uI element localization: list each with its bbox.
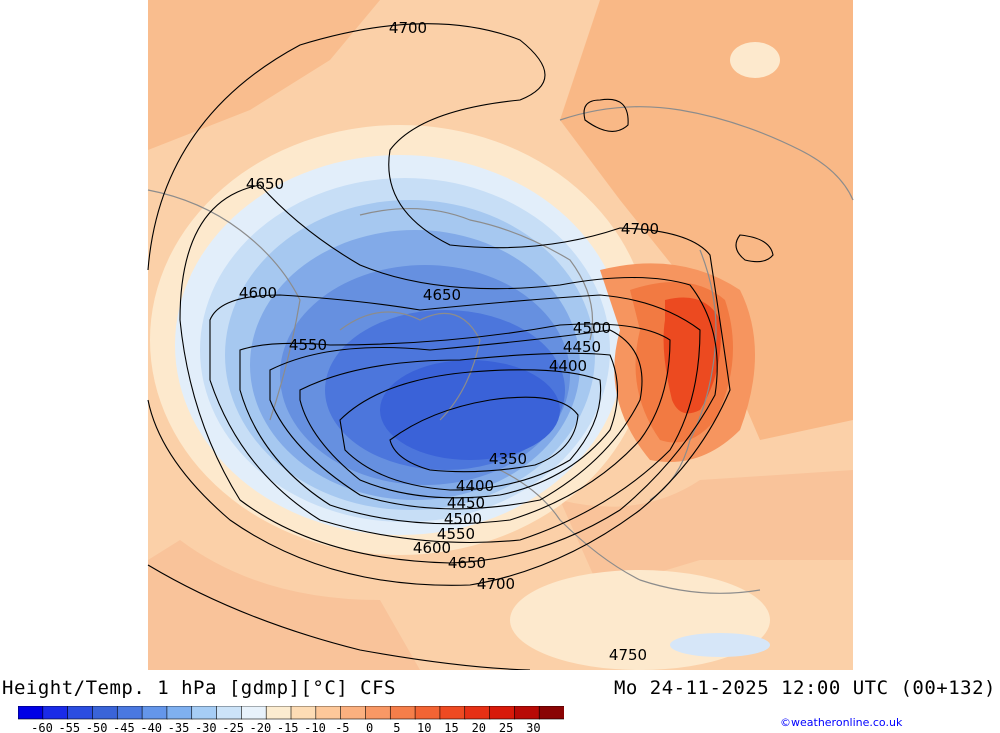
- colorbar-swatch: [141, 706, 168, 720]
- colorbar-swatch: [315, 706, 342, 720]
- colorbar-swatch: [67, 706, 94, 720]
- valid-time: Mo 24-11-2025 12:00 UTC (00+132): [613, 677, 996, 699]
- colorbar-tick-label: -30: [195, 721, 217, 733]
- colorbar-swatch: [265, 706, 292, 720]
- colorbar-swatch: [489, 706, 516, 720]
- contour-label: 4500: [444, 510, 482, 528]
- contour-labels: 4700 4650 4700 4600 4650 4500 4550 4450 …: [239, 19, 659, 664]
- colorbar-tick-label: -50: [86, 721, 108, 733]
- contour-label: 4550: [289, 336, 327, 354]
- contour-label: 4600: [239, 284, 277, 302]
- colorbar-tick-label: 10: [417, 721, 431, 733]
- contour-label: 4750: [609, 646, 647, 664]
- colorbar-swatch: [216, 706, 243, 720]
- colorbar-swatch: [116, 706, 143, 720]
- colorbar-swatch: [166, 706, 193, 720]
- contour-label: 4650: [246, 175, 284, 193]
- colorbar-swatch: [464, 706, 491, 720]
- colorbar-tick-label: -60: [31, 721, 53, 733]
- color-scale-legend: -60 -55 -50 -45 -40 -35 -30 -25 -20 -15 -10 -5 0 5 10 1…: [18, 706, 564, 733]
- contour-label: 4550: [437, 525, 475, 543]
- colorbar-tick-label: 15: [444, 721, 458, 733]
- colorbar-swatch: [92, 706, 119, 720]
- colorbar-tick-label: -25: [222, 721, 244, 733]
- contour-label: 4400: [456, 477, 494, 495]
- colorbar-swatch: [241, 706, 267, 720]
- colorbar-tick-label: 0: [366, 721, 373, 733]
- colorbar-tick-label: -10: [304, 721, 326, 733]
- credit-link[interactable]: ©weatheronline.co.uk: [780, 716, 903, 729]
- colorbar-tick-label: -5: [335, 721, 349, 733]
- contour-label: 4650: [423, 286, 461, 304]
- colorbar-swatch: [414, 706, 441, 720]
- colorbar-swatch: [365, 706, 392, 720]
- height-contours: [147, 23, 774, 670]
- colorbar-swatch: [340, 706, 367, 720]
- colorbar-tick-label: -15: [277, 721, 299, 733]
- contour-label: 4500: [573, 319, 611, 337]
- colorbar-swatch: [42, 706, 69, 720]
- colorbar-swatch: [191, 706, 218, 720]
- colorbar-swatch: [514, 706, 540, 720]
- map-title: Height/Temp. 1 hPa [gdmp][°C] CFS: [2, 677, 396, 699]
- colorbar-swatch: [538, 706, 564, 720]
- colorbar-swatch: [389, 706, 416, 720]
- temperature-field: [148, 0, 853, 670]
- coastlines: [147, 106, 854, 594]
- colorbar-swatch: [439, 706, 466, 720]
- colorbar-tick-label: 20: [472, 721, 486, 733]
- weather-map: 4700 4650 4700 4600 4650 4500 4550 4450 …: [147, 0, 854, 670]
- colorbar-tick-label: -45: [113, 721, 135, 733]
- contour-label: 4700: [477, 575, 515, 593]
- contour-label: 4650: [448, 554, 486, 572]
- colorbar-tick-label: 25: [499, 721, 513, 733]
- colorbar-tick-label: -40: [140, 721, 162, 733]
- colorbar-tick-label: 5: [393, 721, 400, 733]
- colorbar-swatch: [290, 706, 317, 720]
- colorbar-swatch: [18, 706, 44, 720]
- contour-label: 4450: [447, 494, 485, 512]
- colorbar-tick-label: 30: [526, 721, 540, 733]
- contour-label: 4400: [549, 357, 587, 375]
- contour-label: 4450: [563, 338, 601, 356]
- contour-label: 4600: [413, 539, 451, 557]
- colorbar-tick-label: -55: [58, 721, 80, 733]
- contour-label: 4700: [389, 19, 427, 37]
- colorbar-tick-label: -20: [250, 721, 272, 733]
- contour-label: 4350: [489, 450, 527, 468]
- contour-label: 4700: [621, 220, 659, 238]
- colorbar-tick-label: -35: [168, 721, 190, 733]
